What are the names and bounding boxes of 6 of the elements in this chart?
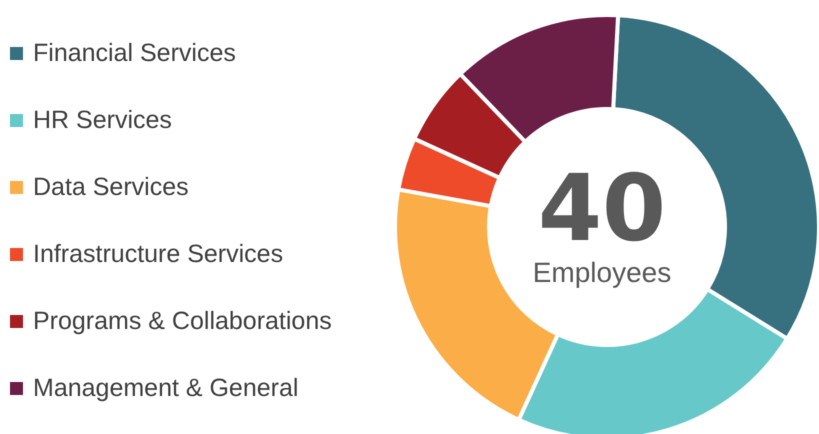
legend-label: Financial Services	[33, 39, 236, 68]
legend-label: Programs & Collaborations	[33, 307, 332, 336]
legend-label: HR Services	[33, 106, 172, 135]
legend-label: Infrastructure Services	[33, 240, 284, 269]
legend-label: Data Services	[33, 173, 189, 202]
legend-label: Management & General	[33, 374, 298, 403]
